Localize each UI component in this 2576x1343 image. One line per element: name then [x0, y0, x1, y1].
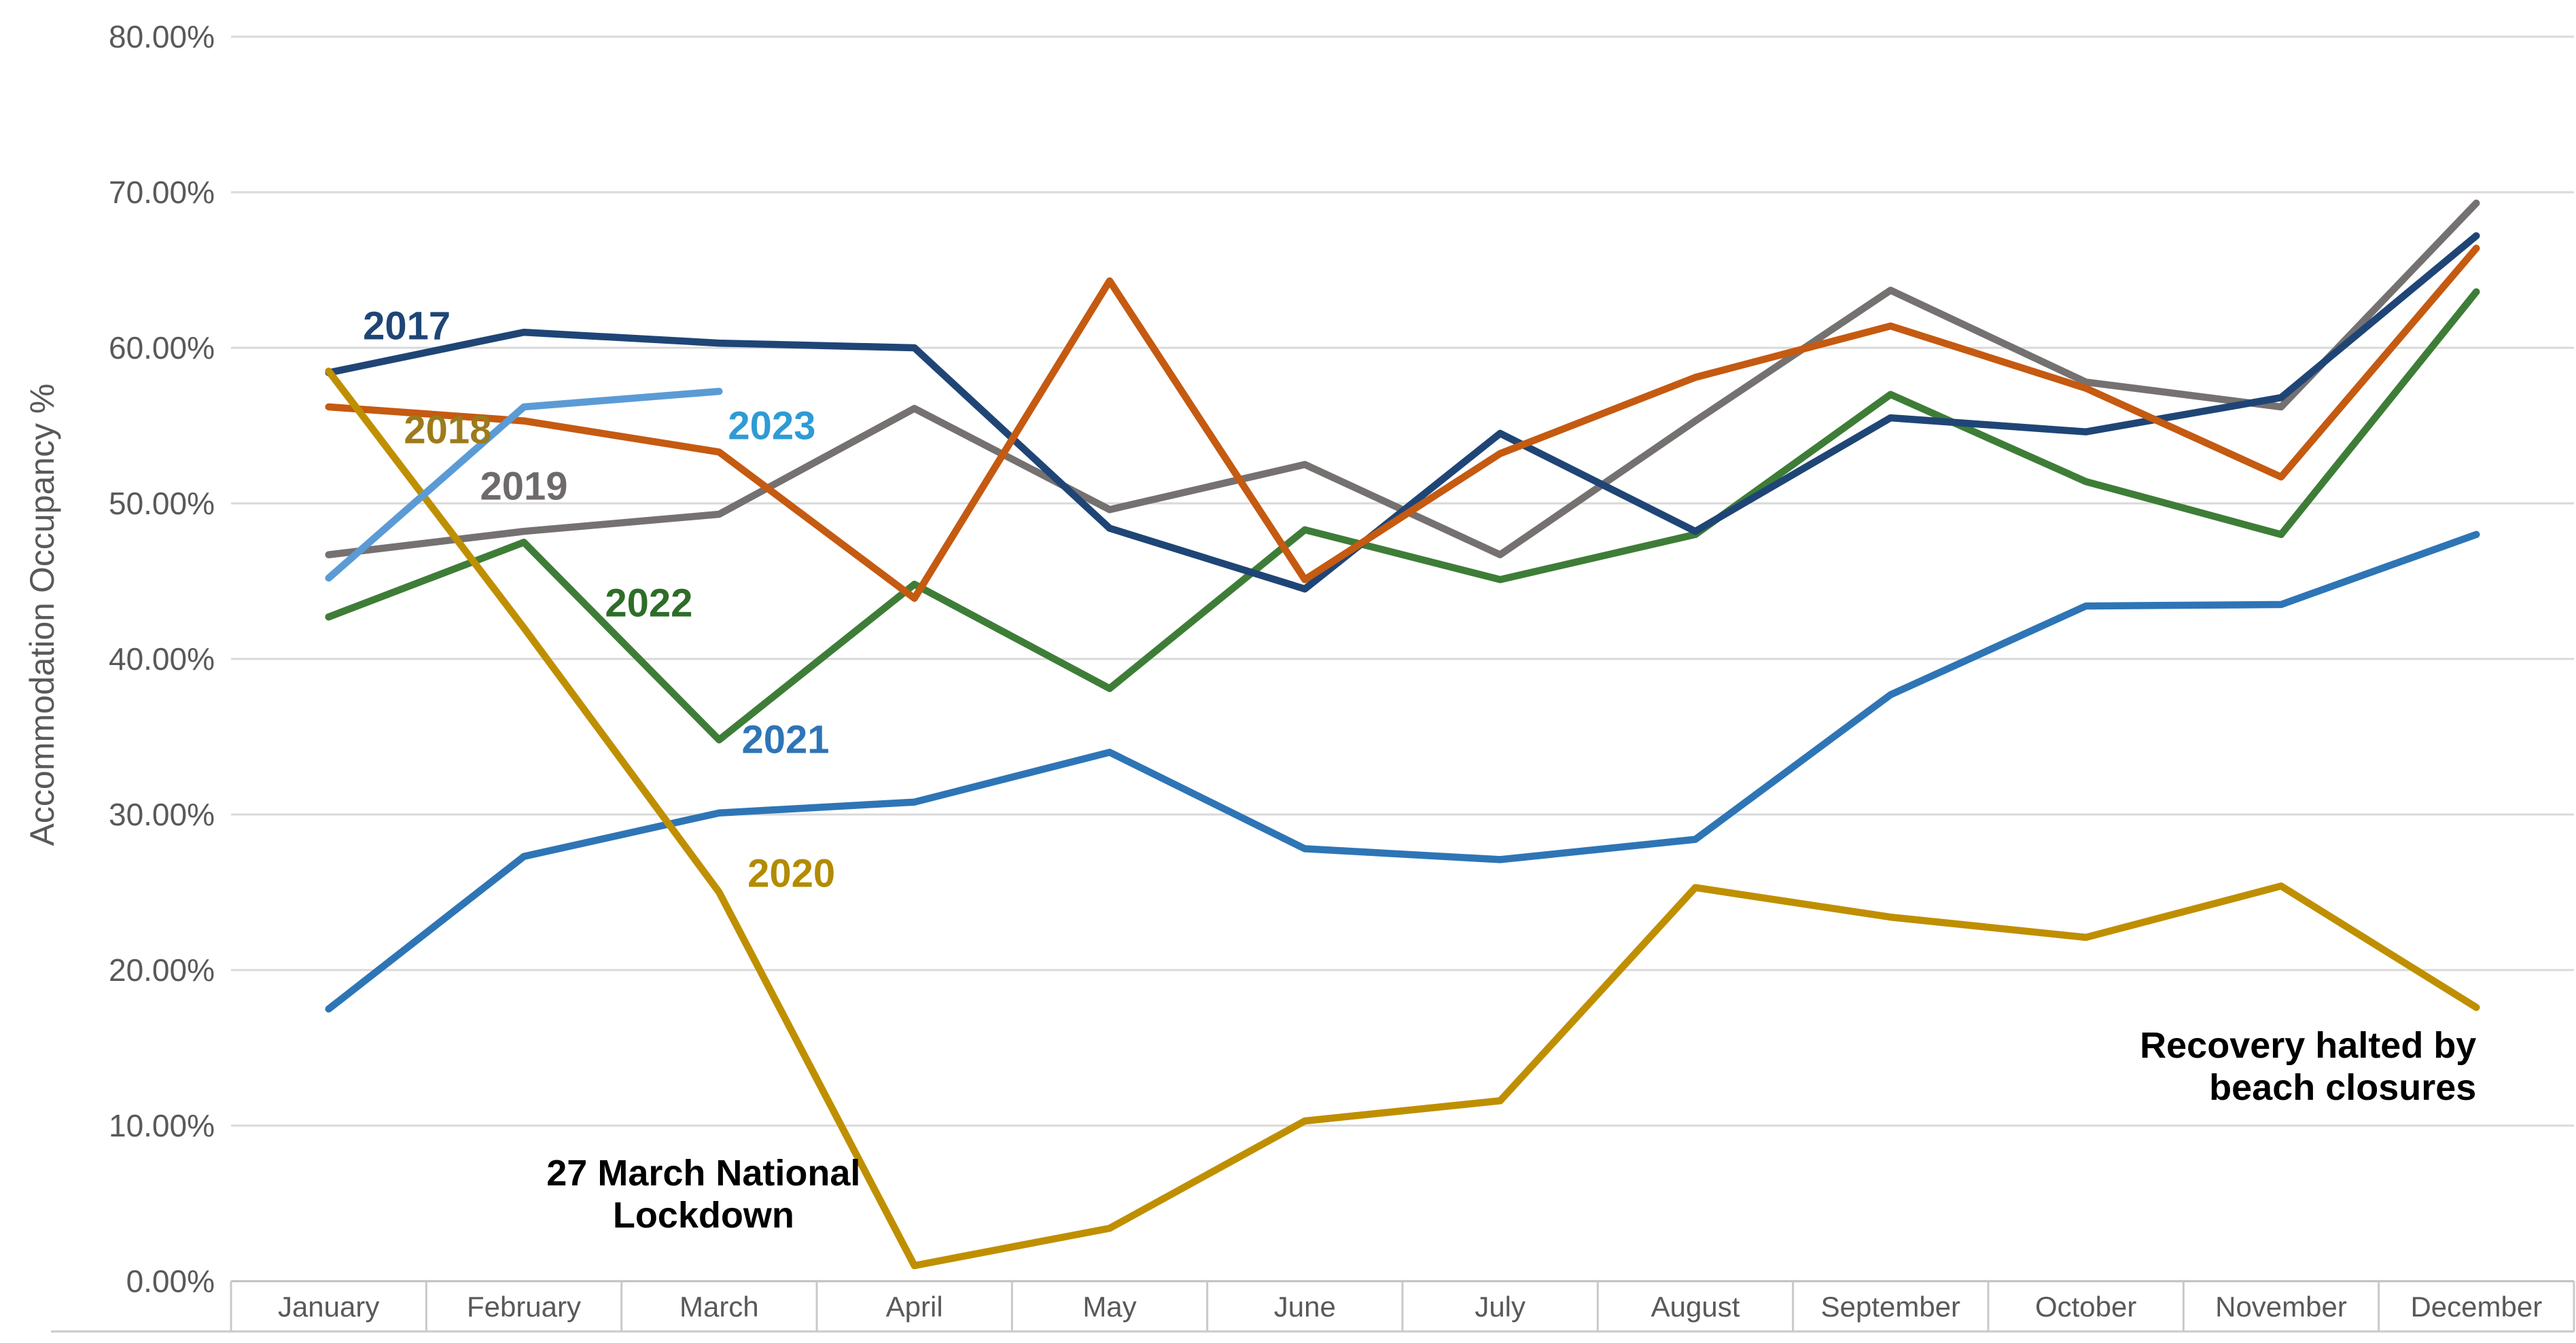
x-tick-label: September: [1820, 1291, 1961, 1323]
x-tick-label: March: [679, 1291, 759, 1323]
y-tick-label: 20.00%: [108, 952, 215, 988]
annotation-line: 27 March National: [546, 1152, 861, 1194]
series-line-2017: [325, 232, 2480, 593]
x-tick-label: July: [1475, 1291, 1526, 1323]
y-tick-label: 70.00%: [108, 175, 215, 210]
annotation-lockdown: 27 March National Lockdown: [546, 1152, 860, 1236]
series-line-2020: [325, 368, 2480, 1270]
x-tick-label: April: [885, 1291, 943, 1323]
series-line-2023: [325, 387, 723, 582]
y-tick-label: 40.00%: [108, 641, 215, 677]
y-tick-label: 0.00%: [126, 1264, 215, 1299]
annotation-line: Recovery halted by: [2140, 1024, 2477, 1066]
series-line-2018: [325, 245, 2480, 602]
series-label-2019: 2019: [480, 464, 568, 509]
series-label-2022: 2022: [605, 581, 693, 626]
x-tick-label: October: [2034, 1291, 2137, 1323]
x-tick-label: January: [277, 1291, 380, 1323]
annotation-line: Lockdown: [612, 1194, 794, 1236]
y-tick-label: 10.00%: [108, 1108, 215, 1143]
x-tick-label: May: [1082, 1291, 1137, 1323]
x-tick-label: June: [1273, 1291, 1336, 1323]
annotation-beach-closures: Recovery halted by beach closures: [2140, 1024, 2476, 1109]
series-label-2018: 2018: [404, 408, 492, 452]
y-tick-label: 60.00%: [108, 330, 215, 365]
series-line-2022: [325, 288, 2480, 744]
y-tick-label: 30.00%: [108, 797, 215, 832]
x-tick-label: August: [1651, 1291, 1740, 1323]
series-label-2023: 2023: [728, 404, 816, 448]
series-label-2020: 2020: [747, 851, 836, 896]
x-tick-label: December: [2410, 1291, 2543, 1323]
x-tick-label: November: [2215, 1291, 2347, 1323]
y-tick-label: 80.00%: [108, 19, 215, 54]
series-label-2021: 2021: [741, 717, 830, 762]
annotation-line: beach closures: [2209, 1067, 2477, 1108]
y-tick-label: 50.00%: [108, 486, 215, 521]
series-line-2021: [325, 531, 2480, 1013]
x-tick-label: February: [466, 1291, 582, 1323]
series-label-2017: 2017: [363, 304, 451, 348]
